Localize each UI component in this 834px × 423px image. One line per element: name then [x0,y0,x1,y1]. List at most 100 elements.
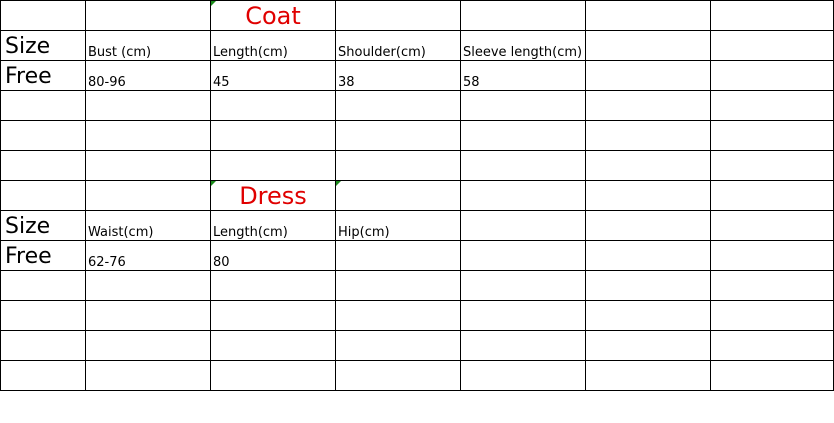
dress-title[interactable]: Dress [210,180,336,211]
cell[interactable] [335,360,461,391]
cell[interactable] [460,0,586,31]
coat-length-header[interactable]: Length(cm) [210,30,336,61]
dress-header-row: Size Waist(cm) Length(cm) Hip(cm) [0,210,834,241]
cell[interactable] [585,330,711,361]
cell[interactable] [210,150,336,181]
cell[interactable] [85,90,211,121]
coat-bust-header[interactable]: Bust (cm) [85,30,211,61]
cell[interactable] [585,120,711,151]
coat-shoulder-value[interactable]: 38 [335,60,461,91]
cell[interactable] [585,300,711,331]
cell[interactable] [710,240,834,271]
cell[interactable] [0,300,86,331]
cell[interactable] [710,330,834,361]
cell[interactable] [710,0,834,31]
cell[interactable] [710,30,834,61]
cell[interactable] [710,300,834,331]
coat-header-row: Size Bust (cm) Length(cm) Shoulder(cm) S… [0,30,834,61]
dress-hip-header[interactable]: Hip(cm) [335,210,461,241]
cell[interactable] [335,240,461,271]
cell[interactable] [210,90,336,121]
cell[interactable] [585,270,711,301]
cell[interactable] [335,90,461,121]
coat-size-value[interactable]: Free [0,60,86,91]
cell[interactable] [0,360,86,391]
cell[interactable] [585,60,711,91]
cell[interactable] [460,210,586,241]
cell[interactable] [585,0,711,31]
cell[interactable] [85,0,211,31]
coat-length-value[interactable]: 45 [210,60,336,91]
cell[interactable] [585,210,711,241]
cell[interactable] [85,300,211,331]
coat-size-label[interactable]: Size [0,30,86,61]
cell[interactable] [335,150,461,181]
cell[interactable] [335,330,461,361]
coat-title[interactable]: Coat [210,0,336,31]
cell[interactable] [710,180,834,211]
cell[interactable] [0,330,86,361]
cell[interactable] [460,120,586,151]
cell[interactable] [585,30,711,61]
cell[interactable] [710,60,834,91]
coat-title-text: Coat [245,1,301,30]
dress-size-label[interactable]: Size [0,210,86,241]
coat-data-row: Free 80-96 45 38 58 [0,60,834,91]
dress-waist-value[interactable]: 62-76 [85,240,211,271]
cell[interactable] [460,90,586,121]
empty-row [0,120,834,151]
cell[interactable] [0,0,86,31]
cell[interactable] [335,180,461,211]
cell[interactable] [85,150,211,181]
dress-size-value[interactable]: Free [0,240,86,271]
cell[interactable] [85,180,211,211]
cell[interactable] [335,300,461,331]
cell[interactable] [460,330,586,361]
cell[interactable] [460,300,586,331]
dress-title-text: Dress [239,181,307,210]
cell[interactable] [210,120,336,151]
dress-length-header[interactable]: Length(cm) [210,210,336,241]
cell[interactable] [585,360,711,391]
cell[interactable] [460,240,586,271]
cell[interactable] [0,270,86,301]
cell[interactable] [710,270,834,301]
cell[interactable] [0,180,86,211]
cell[interactable] [460,270,586,301]
cell[interactable] [585,240,711,271]
cell[interactable] [460,180,586,211]
coat-sleeve-value[interactable]: 58 [460,60,586,91]
size-chart-sheet: Coat Size Bust (cm) Length(cm) Shoulder(… [0,0,834,391]
cell[interactable] [210,330,336,361]
comment-marker [336,181,341,186]
cell[interactable] [335,0,461,31]
cell[interactable] [0,90,86,121]
cell[interactable] [85,360,211,391]
cell[interactable] [85,330,211,361]
cell[interactable] [210,300,336,331]
cell[interactable] [585,90,711,121]
cell[interactable] [710,120,834,151]
cell[interactable] [585,150,711,181]
cell[interactable] [710,150,834,181]
coat-sleeve-header[interactable]: Sleeve length(cm) [460,30,586,61]
cell[interactable] [85,120,211,151]
cell[interactable] [335,120,461,151]
cell[interactable] [710,90,834,121]
cell[interactable] [585,180,711,211]
cell[interactable] [460,360,586,391]
cell[interactable] [85,270,211,301]
cell[interactable] [210,270,336,301]
cell[interactable] [210,360,336,391]
empty-row [0,330,834,361]
cell[interactable] [0,120,86,151]
cell[interactable] [335,270,461,301]
cell[interactable] [460,150,586,181]
cell[interactable] [710,360,834,391]
dress-waist-header[interactable]: Waist(cm) [85,210,211,241]
coat-bust-value[interactable]: 80-96 [85,60,211,91]
cell[interactable] [0,150,86,181]
cell[interactable] [710,210,834,241]
dress-length-value[interactable]: 80 [210,240,336,271]
coat-shoulder-header[interactable]: Shoulder(cm) [335,30,461,61]
